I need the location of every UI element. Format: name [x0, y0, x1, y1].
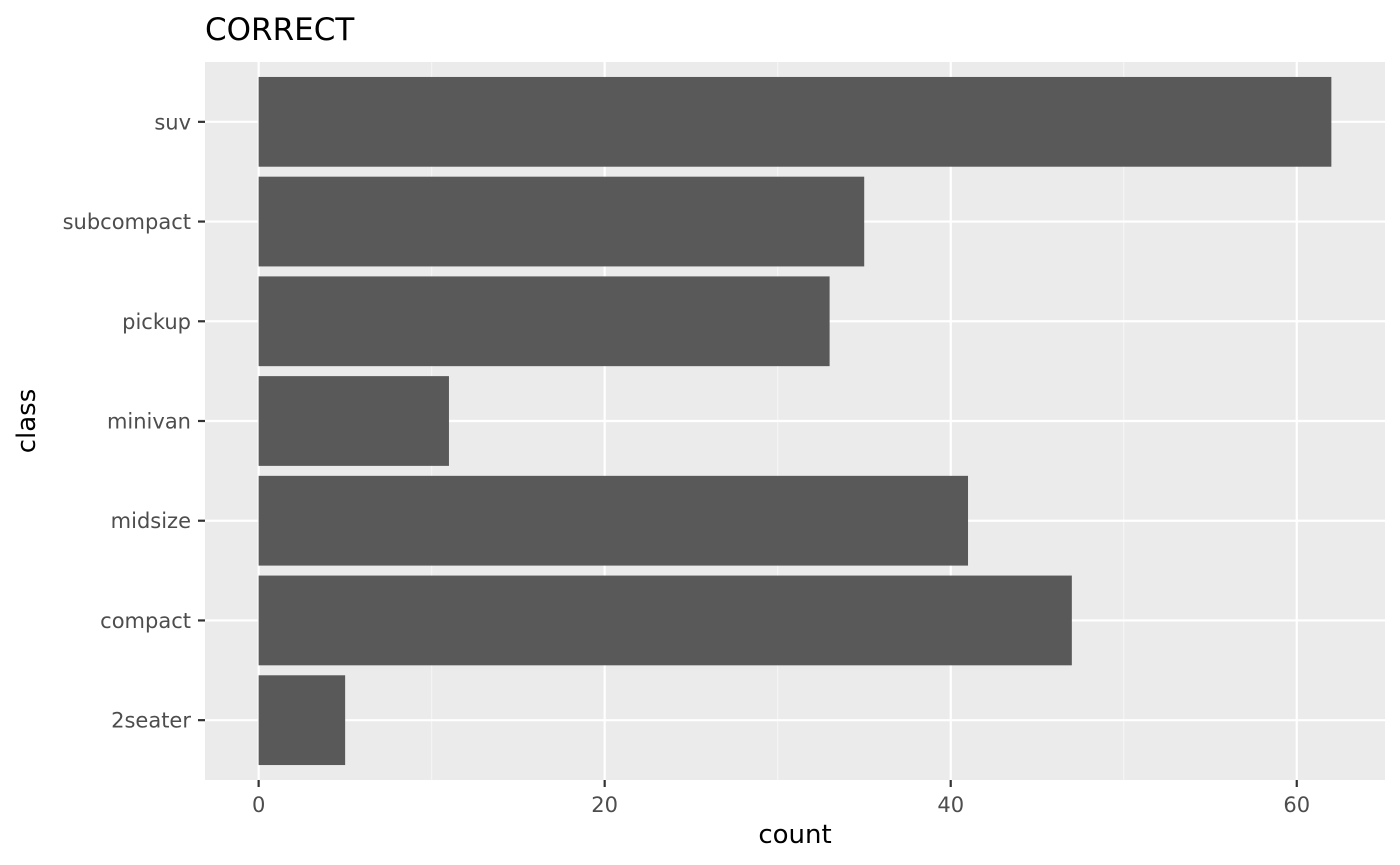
bar-pickup	[258, 276, 830, 367]
bar-2seater	[258, 675, 346, 766]
bars	[258, 76, 1332, 766]
x-axis: 0 20 40 60	[252, 780, 1310, 817]
y-tick-label: compact	[100, 609, 191, 633]
x-axis-title: count	[758, 820, 831, 850]
x-tick-label: 0	[252, 793, 265, 817]
y-axis: 2seater compact midsize minivan pickup subcom…	[63, 110, 205, 733]
y-axis-title: class	[12, 389, 42, 454]
x-tick-label: 40	[937, 793, 964, 817]
y-tick-label: 2seater	[111, 709, 191, 733]
bar-suv	[258, 76, 1332, 167]
y-tick-label: pickup	[122, 310, 191, 334]
x-tick-label: 20	[591, 793, 618, 817]
chart-title: CORRECT	[205, 12, 355, 48]
y-tick-label: midsize	[111, 509, 191, 533]
bar-subcompact	[258, 176, 865, 267]
y-tick-label: minivan	[107, 410, 191, 434]
x-tick-label: 60	[1283, 793, 1310, 817]
bar-midsize	[258, 475, 969, 566]
bar-compact	[258, 575, 1072, 666]
y-tick-label: subcompact	[63, 210, 191, 234]
y-tick-label: suv	[154, 110, 191, 134]
bar-minivan	[258, 376, 449, 466]
